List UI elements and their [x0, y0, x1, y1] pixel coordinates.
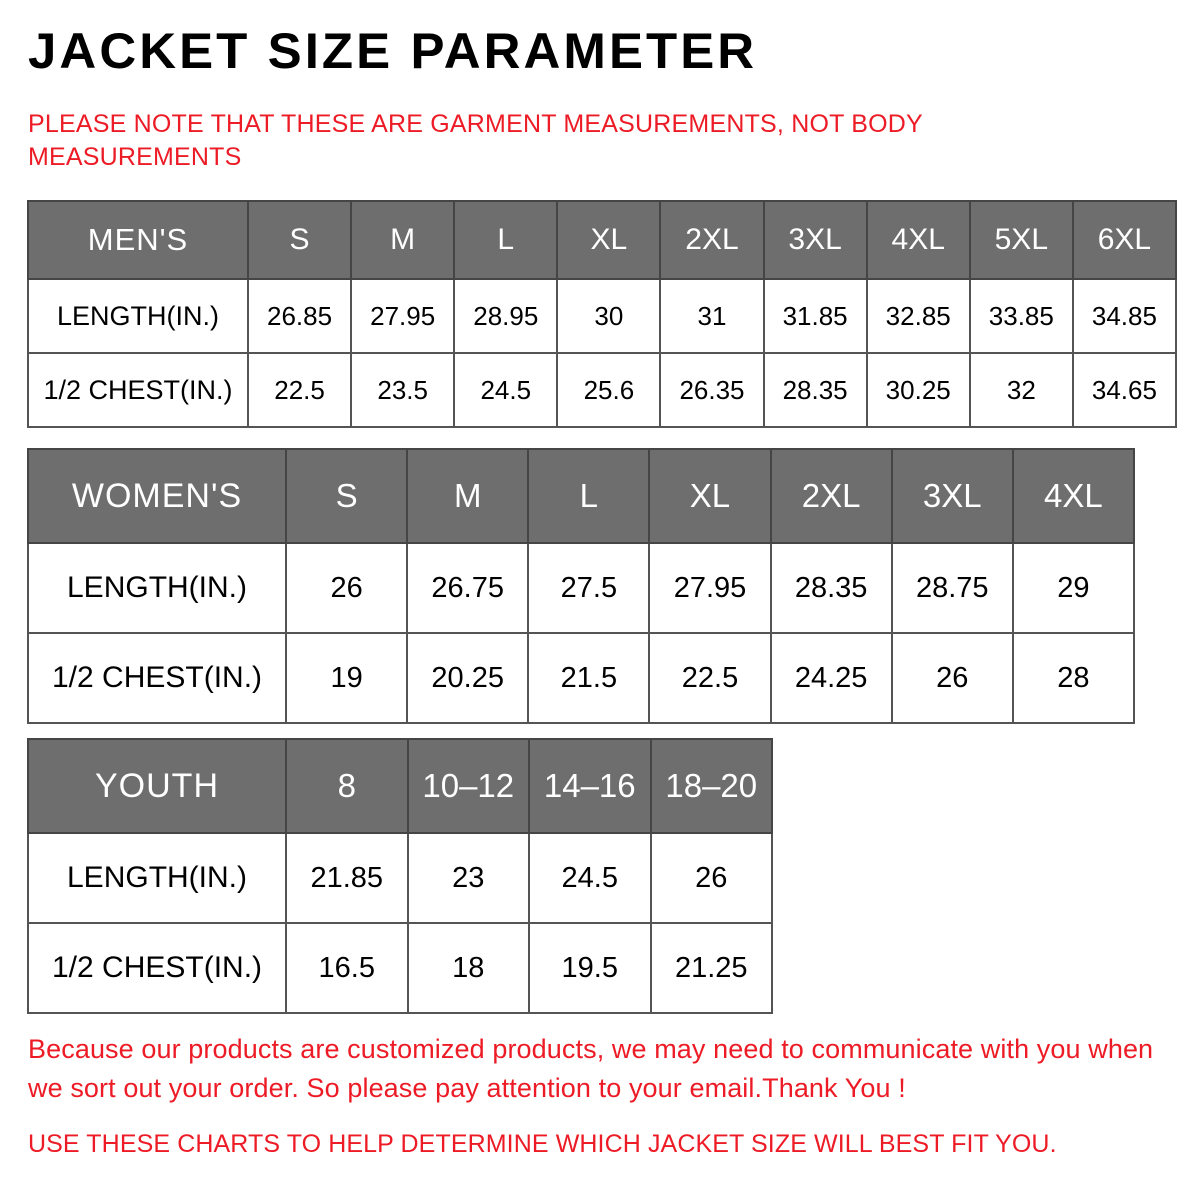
mens-value-1-7: 32: [968, 352, 1074, 428]
table-row: 1/2 CHEST(IN.) 16.5 18 19.5 21.25: [27, 922, 773, 1014]
mens-measure-label-1: 1/2 CHEST(IN.): [27, 352, 249, 428]
mens-measure-label-0: LENGTH(IN.): [27, 278, 249, 354]
womens-value-1-2: 21.5: [527, 632, 651, 724]
mens-value-0-2: 28.95: [453, 278, 559, 354]
mens-value-1-0: 22.5: [246, 352, 353, 428]
womens-size-header-1: M: [406, 448, 530, 544]
mens-value-1-6: 30.25: [865, 352, 971, 428]
mens-value-0-3: 30: [556, 278, 662, 354]
mens-size-header-0: S: [246, 200, 353, 280]
youth-size-header-0: 8: [285, 738, 409, 834]
womens-value-1-4: 24.25: [769, 632, 893, 724]
table-row: 1/2 CHEST(IN.) 19 20.25 21.5 22.5 24.25 26 28: [27, 632, 1135, 724]
mens-value-0-8: 34.85: [1071, 278, 1177, 354]
womens-size-header-2: L: [527, 448, 651, 544]
youth-size-header-1: 10–12: [406, 738, 530, 834]
youth-table-body: YOUTH 8 10–12 14–16 18–20 LENGTH(IN.) 21.85 23 2…: [27, 738, 773, 1014]
mens-size-header-8: 6XL: [1071, 200, 1177, 280]
youth-value-1-1: 18: [406, 922, 530, 1014]
womens-value-1-3: 22.5: [648, 632, 772, 724]
customization-note: Because our products are customized prod…: [28, 1034, 1154, 1104]
womens-size-header-0: S: [284, 448, 409, 544]
mens-size-header-2: L: [453, 200, 559, 280]
youth-value-1-2: 19.5: [528, 922, 652, 1014]
table-row: 1/2 CHEST(IN.) 22.5 23.5 24.5 25.6 26.35 28.35…: [27, 352, 1177, 428]
womens-value-1-6: 28: [1011, 632, 1135, 724]
mens-value-0-0: 26.85: [246, 278, 353, 354]
mens-size-header-6: 4XL: [865, 200, 971, 280]
mens-value-0-5: 31.85: [762, 278, 868, 354]
mens-value-0-6: 32.85: [865, 278, 971, 354]
youth-value-0-0: 21.85: [285, 832, 409, 924]
womens-table-body: WOMEN'S S M L XL 2XL 3XL 4XL LENGTH(IN.) 26 26.75 2…: [27, 448, 1135, 724]
womens-value-0-2: 27.5: [527, 542, 651, 634]
womens-size-header-3: XL: [648, 448, 772, 544]
mens-size-header-1: M: [350, 200, 456, 280]
mens-value-1-8: 34.65: [1071, 352, 1177, 428]
womens-size-header-5: 3XL: [890, 448, 1014, 544]
mens-header-row: MEN'S S M L XL 2XL 3XL 4XL 5XL 6XL: [27, 200, 1177, 280]
youth-value-0-3: 26: [649, 832, 773, 924]
youth-size-header-2: 14–16: [528, 738, 652, 834]
table-row: LENGTH(IN.) 26 26.75 27.5 27.95 28.35 28.75 29: [27, 542, 1135, 634]
chart-usage-note: USE THESE CHARTS TO HELP DETERMINE WHICH…: [28, 1130, 1057, 1158]
womens-measure-label-0: LENGTH(IN.): [27, 542, 287, 634]
youth-measure-label-0: LENGTH(IN.): [27, 832, 287, 924]
womens-value-1-0: 19: [284, 632, 409, 724]
womens-value-0-1: 26.75: [406, 542, 530, 634]
mens-size-header-3: XL: [556, 200, 662, 280]
mens-value-0-4: 31: [659, 278, 765, 354]
youth-size-header-3: 18–20: [649, 738, 773, 834]
table-row: LENGTH(IN.) 26.85 27.95 28.95 30 31 31.85 32.85…: [27, 278, 1177, 354]
womens-size-table: WOMEN'S S M L XL 2XL 3XL 4XL LENGTH(IN.) 26 26.75 2…: [27, 448, 1135, 724]
youth-corner-label: YOUTH: [27, 738, 287, 834]
mens-value-1-4: 26.35: [659, 352, 765, 428]
womens-value-1-5: 26: [890, 632, 1014, 724]
womens-value-0-3: 27.95: [648, 542, 772, 634]
youth-value-1-0: 16.5: [285, 922, 409, 1014]
table-row: LENGTH(IN.) 21.85 23 24.5 26: [27, 832, 773, 924]
youth-measure-label-1: 1/2 CHEST(IN.): [27, 922, 287, 1014]
mens-value-0-1: 27.95: [350, 278, 456, 354]
mens-size-table: MEN'S S M L XL 2XL 3XL 4XL 5XL 6XL LENGTH(IN.) 26.8…: [27, 200, 1177, 428]
youth-value-1-3: 21.25: [649, 922, 773, 1014]
youth-value-0-2: 24.5: [528, 832, 652, 924]
garment-measurement-note: PLEASE NOTE THAT THESE ARE GARMENT MEASU…: [28, 110, 923, 171]
womens-size-header-6: 4XL: [1011, 448, 1135, 544]
womens-measure-label-1: 1/2 CHEST(IN.): [27, 632, 287, 724]
womens-value-0-4: 28.35: [769, 542, 893, 634]
mens-size-header-7: 5XL: [968, 200, 1074, 280]
mens-value-0-7: 33.85: [968, 278, 1074, 354]
mens-value-1-1: 23.5: [350, 352, 456, 428]
mens-corner-label: MEN'S: [27, 200, 249, 280]
mens-table-body: MEN'S S M L XL 2XL 3XL 4XL 5XL 6XL LENGTH(IN.) 26.8…: [27, 200, 1177, 428]
page-title: JACKET SIZE PARAMETER: [28, 23, 758, 79]
mens-value-1-3: 25.6: [556, 352, 662, 428]
womens-value-0-0: 26: [284, 542, 409, 634]
womens-size-header-4: 2XL: [769, 448, 893, 544]
womens-value-0-5: 28.75: [890, 542, 1014, 634]
womens-corner-label: WOMEN'S: [27, 448, 287, 544]
youth-header-row: YOUTH 8 10–12 14–16 18–20: [27, 738, 773, 834]
youth-value-0-1: 23: [406, 832, 530, 924]
mens-value-1-5: 28.35: [762, 352, 868, 428]
mens-size-header-5: 3XL: [762, 200, 868, 280]
womens-header-row: WOMEN'S S M L XL 2XL 3XL 4XL: [27, 448, 1135, 544]
mens-size-header-4: 2XL: [659, 200, 765, 280]
womens-value-1-1: 20.25: [406, 632, 530, 724]
mens-value-1-2: 24.5: [453, 352, 559, 428]
womens-value-0-6: 29: [1011, 542, 1135, 634]
youth-size-table: YOUTH 8 10–12 14–16 18–20 LENGTH(IN.) 21.85 23 2…: [27, 738, 773, 1014]
